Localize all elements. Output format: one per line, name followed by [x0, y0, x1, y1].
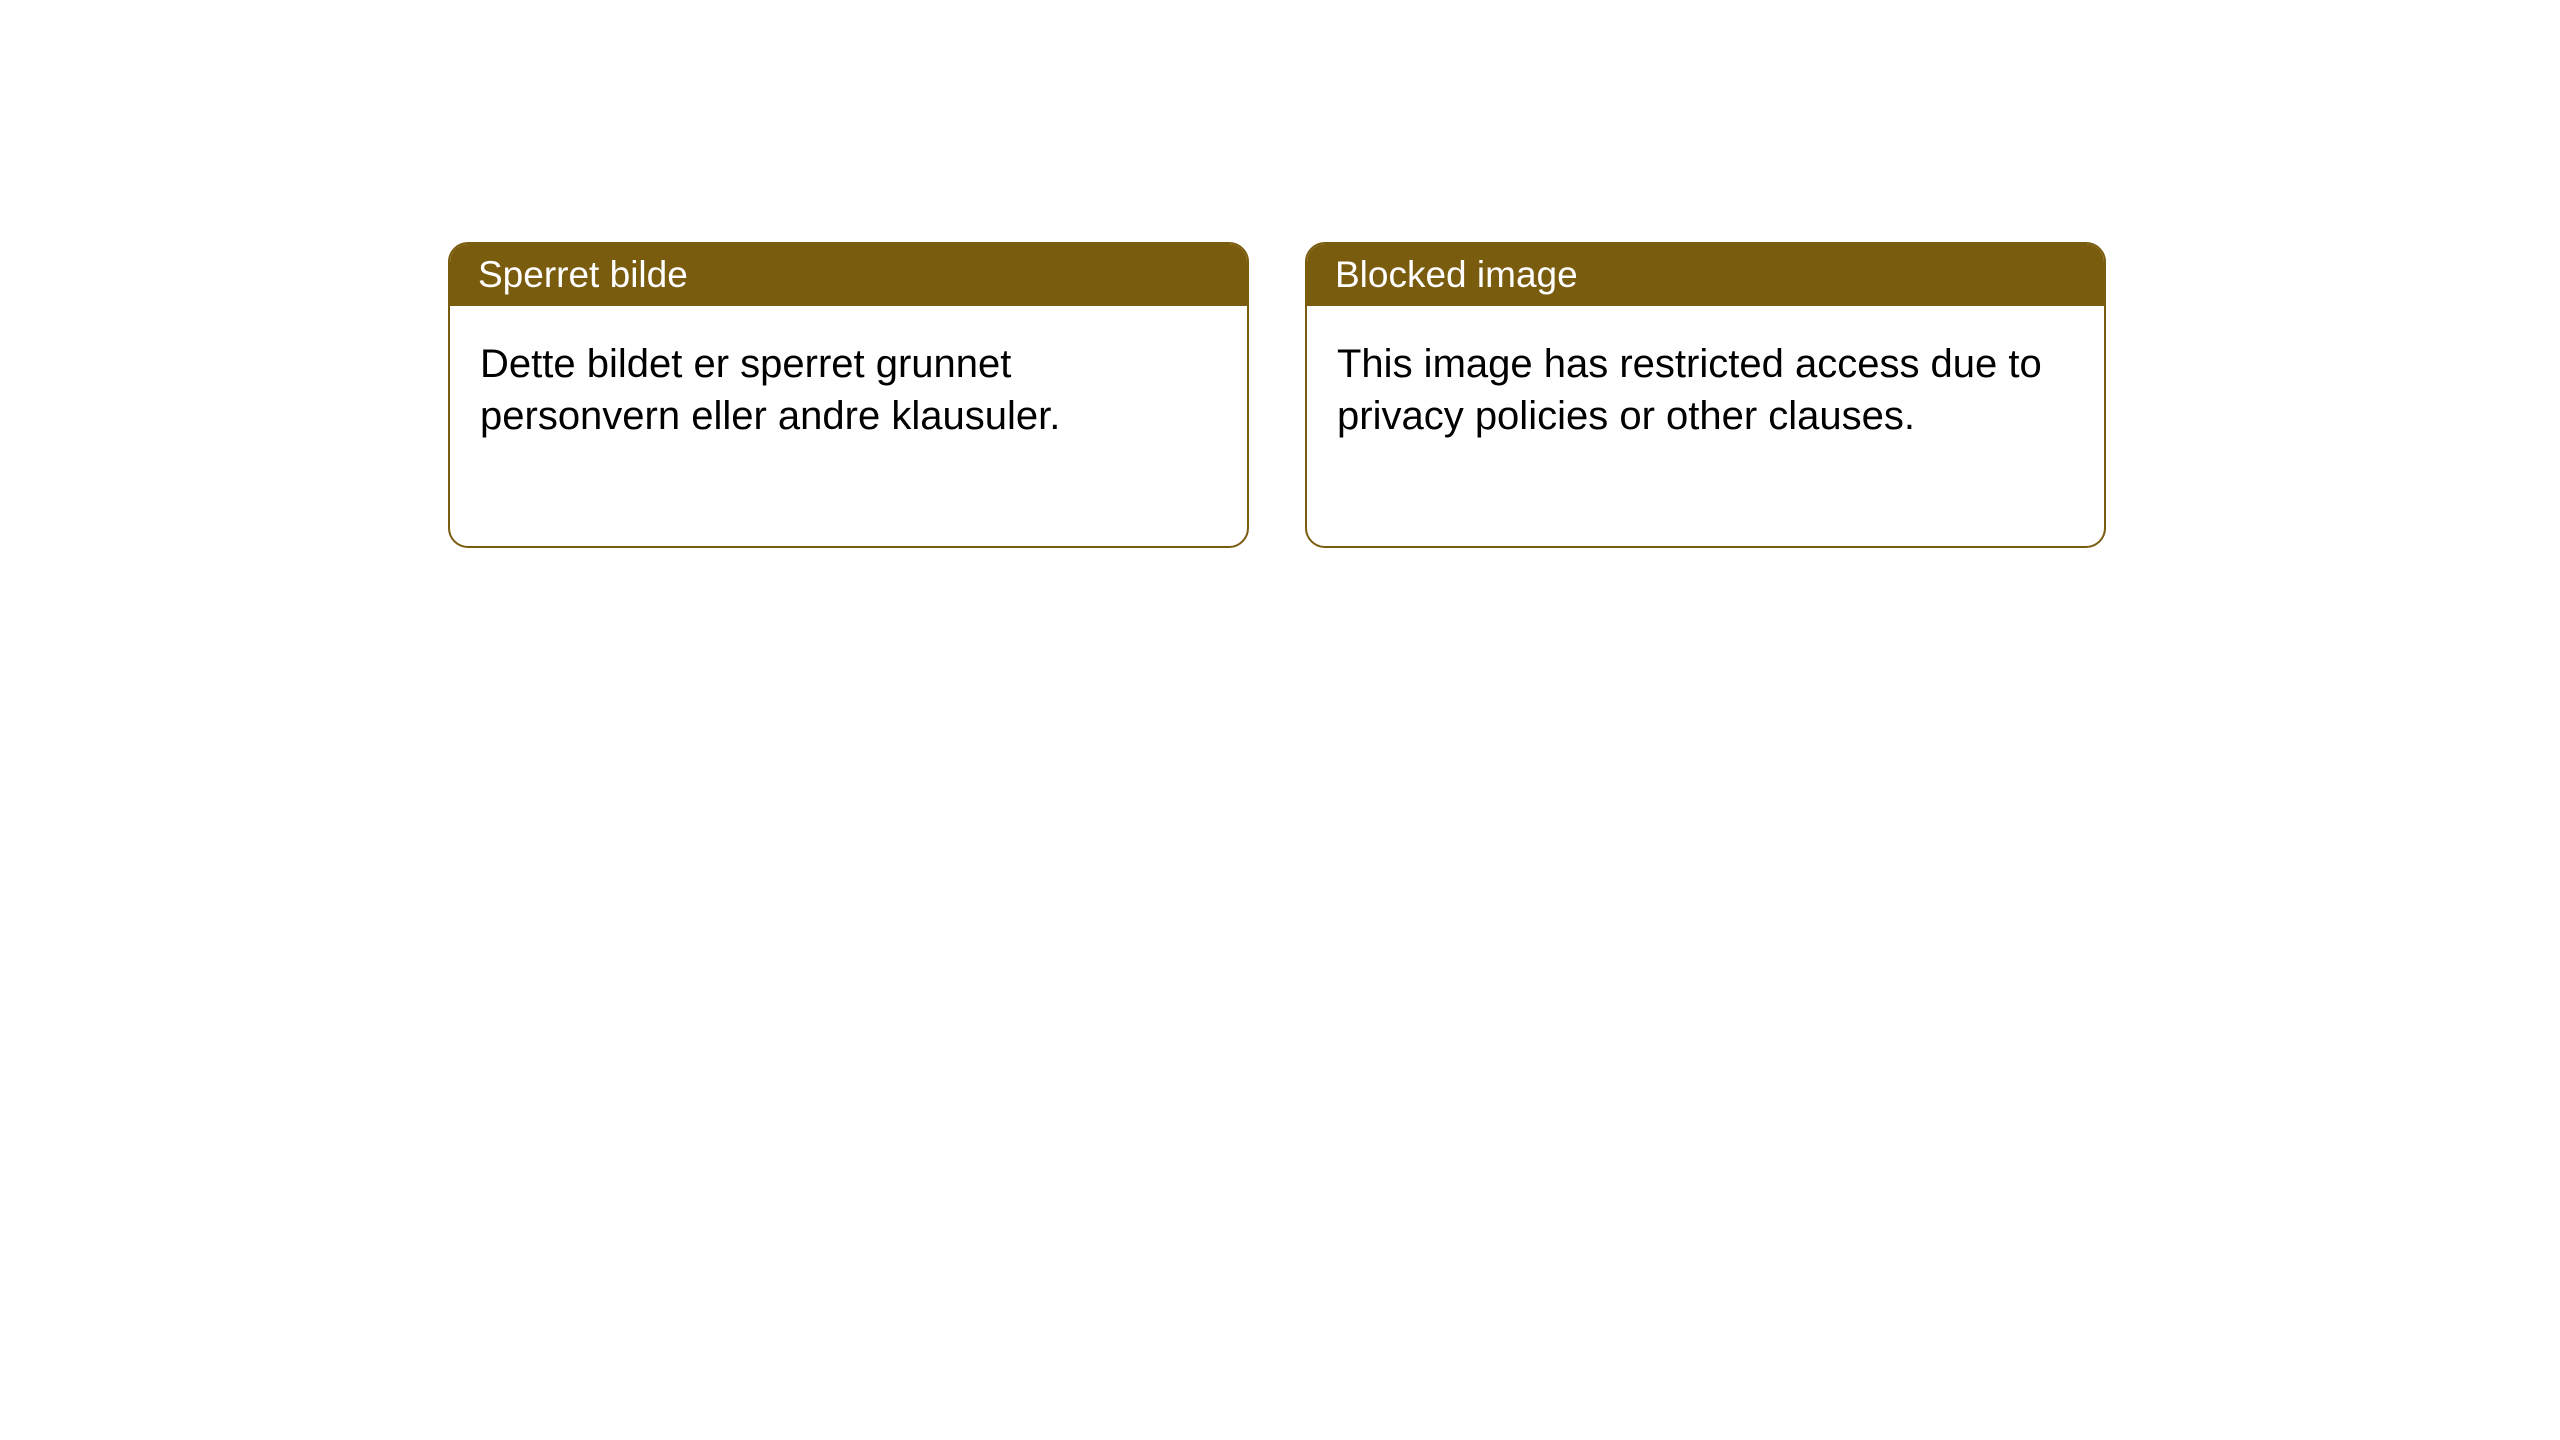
notice-text: This image has restricted access due to …: [1337, 342, 2042, 438]
notice-body: This image has restricted access due to …: [1307, 306, 2104, 546]
notice-card-norwegian: Sperret bilde Dette bildet er sperret gr…: [448, 242, 1249, 548]
notice-title: Sperret bilde: [478, 254, 688, 295]
notice-header: Blocked image: [1307, 244, 2104, 306]
notice-title: Blocked image: [1335, 254, 1578, 295]
notice-container: Sperret bilde Dette bildet er sperret gr…: [448, 242, 2106, 548]
notice-card-english: Blocked image This image has restricted …: [1305, 242, 2106, 548]
notice-body: Dette bildet er sperret grunnet personve…: [450, 306, 1247, 546]
notice-text: Dette bildet er sperret grunnet personve…: [480, 342, 1060, 438]
notice-header: Sperret bilde: [450, 244, 1247, 306]
